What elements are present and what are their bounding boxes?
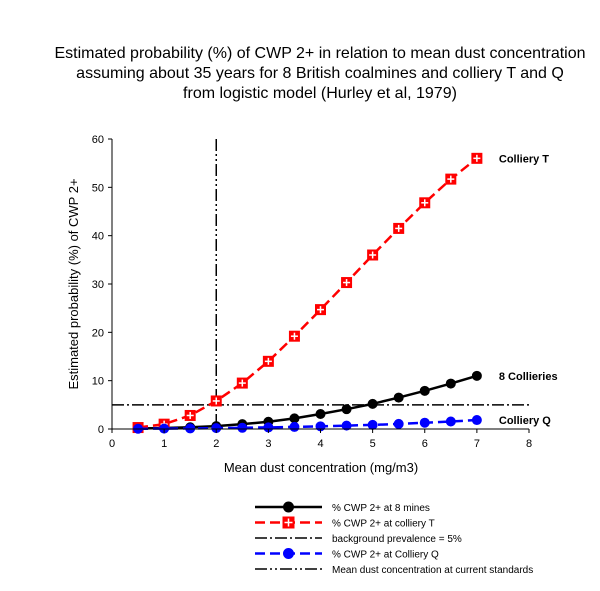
legend-label: % CWP 2+ at colliery T — [332, 519, 435, 530]
chart-title: Estimated probability (%) of CWP 2+ in r… — [54, 45, 585, 102]
y-tick-label: 30 — [92, 279, 104, 291]
legend-item: background prevalence = 5% — [255, 534, 462, 545]
x-tick-label: 6 — [422, 438, 428, 450]
chart-title-line-3: from logistic model (Hurley et al, 1979) — [183, 85, 457, 102]
y-tick-label: 20 — [92, 327, 104, 339]
legend-item: % CWP 2+ at Colliery Q — [255, 548, 439, 561]
x-tick-label: 3 — [265, 438, 271, 450]
data-point-colliery-q — [289, 421, 300, 432]
legend-swatch-marker — [283, 548, 294, 559]
x-tick-label: 1 — [161, 438, 167, 450]
data-point-8-collieries — [315, 409, 326, 420]
x-tick-label: 8 — [526, 438, 532, 450]
data-point-colliery-q — [471, 415, 482, 426]
y-tick-label: 40 — [92, 231, 104, 243]
series-labels: 8 Collieries Colliery T Colliery Q — [499, 153, 558, 427]
y-tick-label: 10 — [92, 376, 104, 388]
data-point-colliery-q — [185, 423, 196, 434]
x-axis-label: Mean dust concentration (mg/m3) — [224, 460, 418, 475]
y-tick-label: 50 — [92, 182, 104, 194]
legend-item: Mean dust concentration at current stand… — [255, 565, 533, 576]
series-label-8-collieries: 8 Collieries — [499, 371, 558, 383]
legend-label: % CWP 2+ at Colliery Q — [332, 550, 439, 561]
x-tick-label: 2 — [213, 438, 219, 450]
data-point-colliery-q — [341, 420, 352, 431]
y-tick-label: 60 — [92, 134, 104, 146]
data-point-8-collieries — [341, 404, 352, 415]
y-tick-label: 0 — [98, 424, 104, 436]
legend-label: background prevalence = 5% — [332, 534, 462, 545]
data-point-8-collieries — [445, 378, 456, 389]
chart-title-line-1: Estimated probability (%) of CWP 2+ in r… — [54, 45, 585, 62]
data-point-colliery-q — [237, 422, 248, 433]
legend-swatch-marker — [283, 501, 294, 513]
x-tick-label: 4 — [317, 438, 323, 450]
data-point-8-collieries — [367, 398, 378, 409]
legend-item: % CWP 2+ at 8 mines — [255, 501, 430, 514]
x-tick-label: 7 — [474, 438, 480, 450]
data-point-8-collieries — [419, 385, 430, 396]
series-line-colliery-q — [138, 418, 477, 431]
data-point-colliery-q — [445, 416, 456, 427]
legend-label: % CWP 2+ at 8 mines — [332, 503, 430, 514]
series-label-colliery-q: Colliery Q — [499, 415, 551, 427]
series-layer — [132, 152, 483, 434]
x-tick-label: 0 — [109, 438, 115, 450]
reference-lines — [112, 139, 529, 429]
data-point-8-collieries — [393, 392, 404, 403]
data-point-colliery-q — [419, 417, 430, 428]
legend: % CWP 2+ at 8 mines % CWP 2+ at colliery … — [255, 501, 533, 576]
data-point-colliery-q — [393, 418, 404, 429]
legend-label: Mean dust concentration at current stand… — [332, 565, 533, 576]
data-point-colliery-q — [367, 419, 378, 430]
x-tick-label: 5 — [370, 438, 376, 450]
data-point-8-collieries — [289, 413, 300, 424]
series-colliery-t — [132, 152, 483, 434]
y-axis-label: Estimated probability (%) of CWP 2+ — [66, 178, 81, 389]
series-label-colliery-t: Colliery T — [499, 153, 549, 165]
legend-item: % CWP 2+ at colliery T — [255, 516, 435, 530]
tick-labels: 0 1 2 3 4 5 6 7 8 0 10 20 30 40 50 60 — [92, 134, 532, 450]
data-point-8-collieries — [471, 370, 482, 381]
axes — [111, 139, 529, 430]
chart-title-line-2: assuming about 35 years for 8 British co… — [76, 65, 564, 82]
